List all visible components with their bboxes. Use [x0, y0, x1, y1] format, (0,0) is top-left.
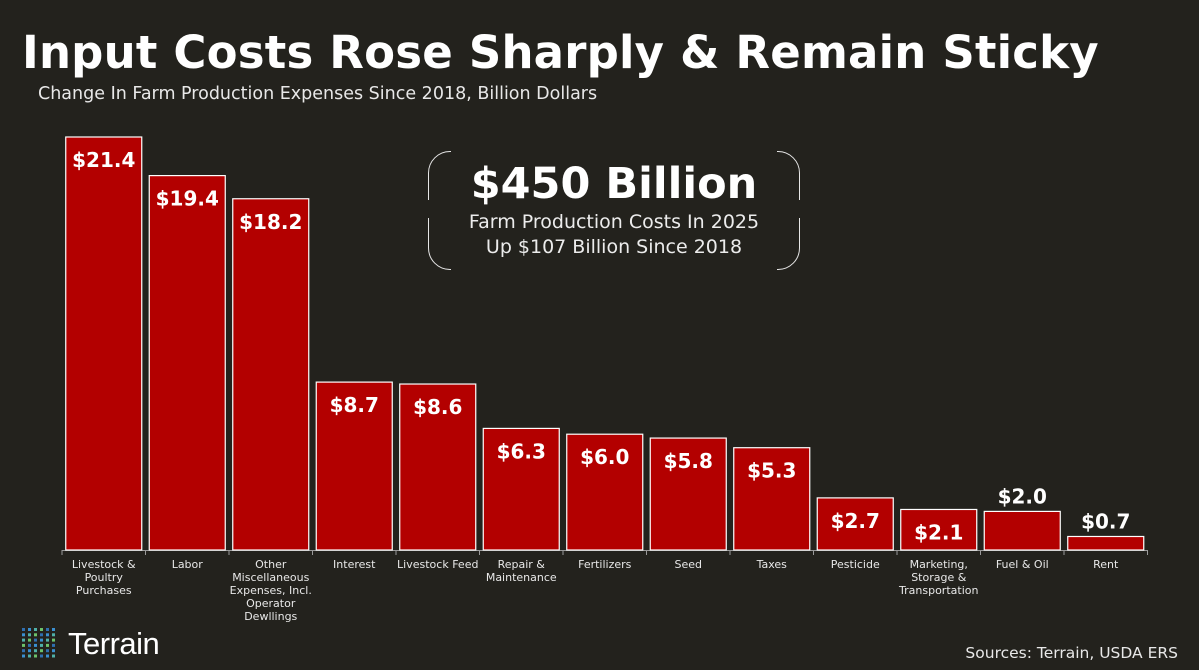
- bar: [983, 510, 1061, 551]
- logo-dot: [40, 649, 43, 653]
- logo-dot: [40, 628, 43, 631]
- bar: [148, 174, 226, 551]
- bar-value-label: $6.3: [497, 439, 546, 463]
- category-label: Labor: [172, 558, 204, 571]
- category-label: Interest: [333, 558, 376, 571]
- bar-value-label: $18.2: [239, 210, 302, 234]
- callout-line-2: Up $107 Billion Since 2018: [485, 236, 743, 258]
- terrain-dots-icon: [22, 628, 55, 658]
- logo-dot: [28, 628, 31, 631]
- logo-dot: [28, 638, 31, 642]
- bar-value-label: $5.3: [747, 459, 796, 483]
- bar-value-label: $2.0: [998, 484, 1047, 508]
- bar-value-label: $6.0: [580, 445, 629, 469]
- bar-value-label: $2.1: [914, 520, 963, 544]
- logo-dot: [40, 654, 43, 658]
- bar: [816, 497, 894, 551]
- bar: [733, 447, 811, 551]
- bar-value-label: $0.7: [1081, 509, 1130, 533]
- logo-dot: [46, 643, 49, 647]
- logo-dot: [28, 649, 31, 653]
- bar-value-label: $5.8: [664, 449, 713, 473]
- bar: [315, 381, 393, 551]
- bar: [232, 198, 310, 551]
- bar-value-label: $8.7: [330, 393, 379, 417]
- category-label: Livestock Feed: [397, 558, 478, 571]
- total-callout: $450 Billion Farm Production Costs In 20…: [425, 148, 803, 273]
- bar: [900, 508, 978, 551]
- logo-dot: [52, 633, 55, 637]
- logo-dot: [28, 633, 31, 637]
- logo-dot: [52, 649, 55, 653]
- bar: [566, 433, 644, 551]
- logo-dot: [52, 643, 55, 647]
- logo-dot: [40, 638, 43, 642]
- logo-dot: [46, 633, 49, 637]
- bar: [399, 383, 477, 551]
- category-label: Repair & Maintenance: [486, 558, 557, 584]
- terrain-logo: Terrain: [22, 626, 160, 662]
- logo-dot: [22, 628, 25, 631]
- bar-value-label: $2.7: [831, 509, 880, 533]
- category-label: Marketing, Storage & Transportation: [898, 558, 978, 597]
- callout-line-1: Farm Production Costs In 2025: [468, 211, 760, 233]
- bar-value-label: $8.6: [413, 395, 462, 419]
- category-label: Taxes: [756, 558, 788, 571]
- logo-dot: [34, 649, 37, 653]
- logo-dot: [22, 638, 25, 642]
- bar: [65, 136, 143, 551]
- logo-dot: [40, 643, 43, 647]
- logo-text: Terrain: [68, 626, 160, 661]
- category-label: Livestock & Poultry Purchases: [72, 558, 136, 597]
- logo-dot: [34, 643, 37, 647]
- category-label: Pesticide: [831, 558, 880, 571]
- bar-value-label: $21.4: [72, 148, 135, 172]
- logo-dot: [22, 633, 25, 637]
- callout-headline: $450 Billion: [470, 159, 758, 209]
- logo-dot: [22, 654, 25, 658]
- logo-dot: [34, 654, 37, 658]
- category-label: Rent: [1093, 558, 1119, 571]
- logo-dot: [28, 654, 31, 658]
- logo-dot: [34, 638, 37, 642]
- logo-dot: [22, 649, 25, 653]
- logo-dot: [40, 633, 43, 637]
- category-label: Seed: [675, 558, 703, 571]
- logo-dot: [52, 628, 55, 631]
- logo-dot: [34, 633, 37, 637]
- bar: [482, 427, 560, 551]
- logo-dot: [28, 643, 31, 647]
- logo-dot: [46, 654, 49, 658]
- bar: [649, 437, 727, 551]
- logo-dot: [34, 628, 37, 631]
- bar-value-label: $19.4: [156, 187, 219, 211]
- category-label: Other Miscellaneous Expenses, Incl. Operato…: [230, 558, 312, 623]
- chart-subtitle: Change In Farm Production Expenses Since…: [38, 84, 598, 104]
- logo-dot: [22, 643, 25, 647]
- bar: [1067, 535, 1145, 551]
- logo-dot: [46, 628, 49, 631]
- logo-dot: [52, 638, 55, 642]
- logo-dot: [52, 654, 55, 658]
- category-label: Fuel & Oil: [996, 558, 1049, 571]
- category-label: Fertilizers: [578, 558, 632, 571]
- chart-title: Input Costs Rose Sharply & Remain Sticky: [22, 26, 1099, 79]
- sources-note: Sources: Terrain, USDA ERS: [965, 644, 1178, 662]
- logo-dot: [46, 649, 49, 653]
- logo-dot: [46, 638, 49, 642]
